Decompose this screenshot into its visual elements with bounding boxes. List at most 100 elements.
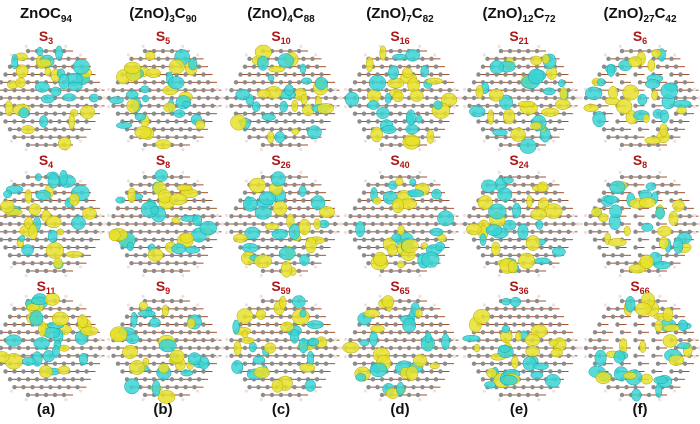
hydrogen xyxy=(343,231,348,235)
hydrogen xyxy=(571,355,576,359)
atom xyxy=(160,95,166,101)
orbital-lobe xyxy=(279,295,287,310)
atom xyxy=(287,80,293,85)
atom xyxy=(165,213,170,219)
atom xyxy=(88,361,94,366)
atom xyxy=(388,174,394,180)
atom xyxy=(30,182,35,188)
orbital-lobe xyxy=(369,331,378,347)
state-index: 24 xyxy=(519,160,529,170)
atom xyxy=(388,221,394,227)
hydrogen xyxy=(537,170,541,174)
atom xyxy=(160,80,166,85)
atom xyxy=(52,142,58,148)
atom xyxy=(669,198,674,203)
atom xyxy=(637,142,643,148)
atom xyxy=(75,103,80,109)
atom xyxy=(292,353,297,359)
orbital-lobe xyxy=(548,339,558,347)
atom xyxy=(84,369,89,374)
atom xyxy=(498,392,504,398)
hydrogen xyxy=(497,170,501,174)
atom xyxy=(548,198,553,203)
atom xyxy=(480,345,486,351)
orbital-lobe xyxy=(261,113,276,121)
atom xyxy=(314,377,320,382)
hydrogen xyxy=(618,170,622,174)
orbital-lobe xyxy=(616,98,633,115)
state-letter: S xyxy=(156,28,165,44)
atom xyxy=(256,384,261,390)
atom xyxy=(196,206,202,211)
hydrogen xyxy=(79,303,83,307)
atom xyxy=(548,103,553,109)
atom xyxy=(552,361,558,366)
hydrogen xyxy=(98,105,103,109)
atom xyxy=(34,111,40,116)
orbital-lobe xyxy=(507,260,518,274)
atom xyxy=(379,392,385,398)
formula-subscript: 90 xyxy=(186,14,198,25)
atom xyxy=(165,322,170,327)
atom xyxy=(467,87,472,93)
atom xyxy=(247,322,252,327)
orbital-lobe xyxy=(544,374,561,388)
orbital-lobe xyxy=(267,74,275,82)
atom xyxy=(274,103,279,109)
atom xyxy=(278,345,284,351)
atom xyxy=(265,306,270,312)
orbital-lobe xyxy=(542,54,550,64)
atom xyxy=(415,377,421,382)
atom xyxy=(151,64,157,69)
atom xyxy=(388,330,394,335)
atom xyxy=(75,369,80,374)
atom xyxy=(88,237,94,242)
atom xyxy=(169,48,175,54)
atom xyxy=(287,127,293,132)
orbital-lobe xyxy=(268,65,286,73)
atom xyxy=(601,221,607,227)
atom xyxy=(7,314,13,319)
atom xyxy=(420,322,425,327)
atom xyxy=(61,64,67,69)
hydrogen xyxy=(196,389,200,393)
atom xyxy=(66,384,71,390)
atom xyxy=(25,174,31,180)
atom xyxy=(75,260,80,266)
orbital-lobe xyxy=(291,128,300,135)
atom xyxy=(494,103,499,109)
atom xyxy=(361,253,367,258)
atom xyxy=(178,127,184,132)
atom xyxy=(278,142,284,148)
orbital-lobe xyxy=(59,169,68,186)
state-label: S8 xyxy=(633,152,647,171)
column-header: (ZnO)4C88 xyxy=(247,5,315,25)
atom xyxy=(592,237,598,242)
atom xyxy=(352,206,358,211)
atom xyxy=(296,361,302,366)
atom xyxy=(287,190,293,195)
hydrogen xyxy=(618,148,622,152)
hydrogen xyxy=(64,294,68,298)
atom xyxy=(66,337,71,343)
atom xyxy=(3,72,8,77)
atom xyxy=(480,361,486,366)
hydrogen xyxy=(64,398,68,402)
atom xyxy=(301,213,306,219)
formula-text: ZnOC xyxy=(20,5,61,22)
atom xyxy=(314,64,320,69)
atom xyxy=(601,95,607,101)
orbital-lobe xyxy=(502,176,514,184)
atom xyxy=(0,345,4,351)
hydrogen xyxy=(141,44,145,48)
atom xyxy=(655,221,661,227)
molecule xyxy=(458,170,582,278)
atom xyxy=(301,353,306,359)
atom xyxy=(196,330,202,335)
atom xyxy=(265,103,270,109)
orbital-lobe xyxy=(462,334,481,342)
atom xyxy=(301,384,306,390)
atom xyxy=(512,245,517,250)
hydrogen xyxy=(552,303,556,307)
